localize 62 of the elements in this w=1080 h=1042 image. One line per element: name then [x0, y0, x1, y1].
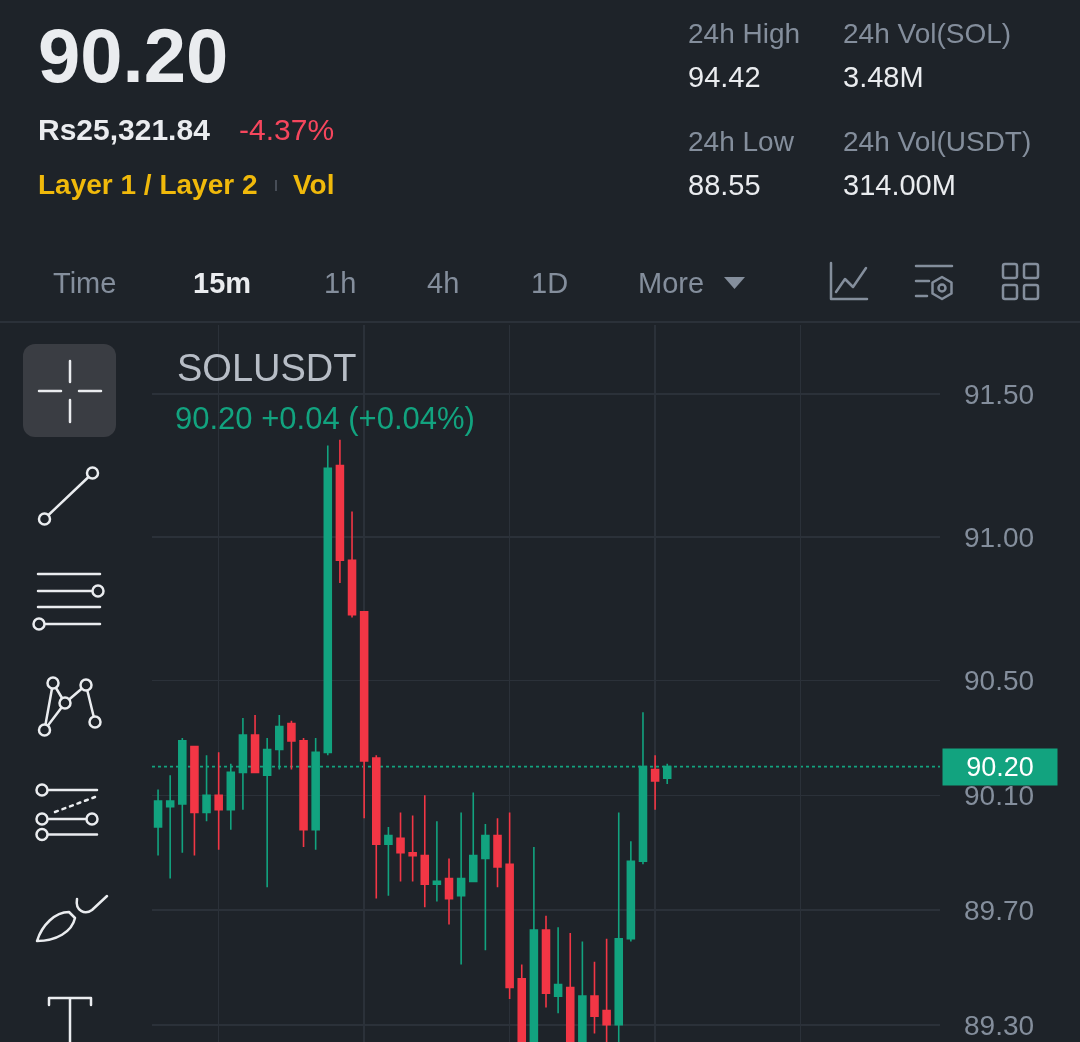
candlestick [444, 857, 454, 926]
y-tick-label: 90.50 [964, 665, 1035, 697]
text: 24h Low [688, 126, 794, 158]
candlestick [214, 751, 223, 851]
text: Time [53, 266, 117, 299]
text: Layer 1 / Layer 2 [38, 169, 258, 201]
candlestick [287, 719, 296, 771]
candlestick [468, 791, 478, 883]
candlestick [420, 794, 430, 908]
candlestick [529, 846, 539, 1042]
candlestick [505, 811, 514, 1000]
candlestick [396, 811, 405, 883]
y-tick-label: 91.50 [964, 378, 1035, 410]
text: More [638, 266, 705, 299]
candlestick [481, 823, 490, 952]
y-tick-label: 91.00 [964, 522, 1035, 554]
candlestick [517, 963, 527, 1042]
candlestick [408, 814, 417, 883]
text: 1D [531, 266, 569, 299]
y-tick-label: 90.10 [964, 780, 1035, 812]
candlestick [456, 811, 466, 966]
text: 24h High [688, 18, 801, 50]
candlestick [432, 820, 442, 903]
text: SOLUSDT [177, 347, 357, 390]
text: 3.48M [843, 60, 924, 93]
text: 1h [324, 266, 357, 299]
candlestick [335, 438, 345, 584]
candlestick [602, 937, 611, 1042]
text: 24h Vol(SOL) [843, 18, 1012, 50]
text: 4h [427, 266, 460, 299]
candlestick [323, 444, 333, 756]
candlestick [190, 745, 199, 857]
candlestick [541, 915, 551, 1009]
candlestick [347, 510, 357, 619]
text: 24h Vol(USDT) [843, 126, 1032, 158]
text: 314.00M [843, 168, 956, 201]
candlestick [165, 774, 175, 880]
candlestick [153, 788, 163, 857]
candlestick [359, 611, 369, 820]
candlestick [384, 826, 393, 897]
text: Vol [293, 169, 335, 201]
text: 15m [193, 266, 252, 299]
candlestick [250, 714, 260, 774]
candlestick [553, 926, 563, 1015]
candlestick [299, 737, 308, 848]
candlestick [614, 811, 624, 1042]
candlestick [565, 932, 575, 1042]
y-tick-label: 89.70 [964, 894, 1035, 926]
text: Rs25,321.84 [38, 113, 210, 147]
text: 88.55 [688, 168, 761, 201]
candlestick [372, 754, 381, 900]
candlestick [626, 840, 636, 943]
candlestick [493, 817, 502, 888]
ref-line-label: 90.20 [966, 752, 1034, 782]
text: -4.37% [239, 113, 335, 147]
text: 94.42 [688, 60, 761, 93]
text: 90.20 [38, 12, 229, 98]
candlestick [578, 940, 587, 1042]
y-tick-label: 89.30 [964, 1009, 1035, 1041]
candlestick [590, 960, 599, 1035]
text: 90.20 +0.04 (+0.04%) [175, 400, 475, 436]
candlestick [650, 754, 660, 811]
